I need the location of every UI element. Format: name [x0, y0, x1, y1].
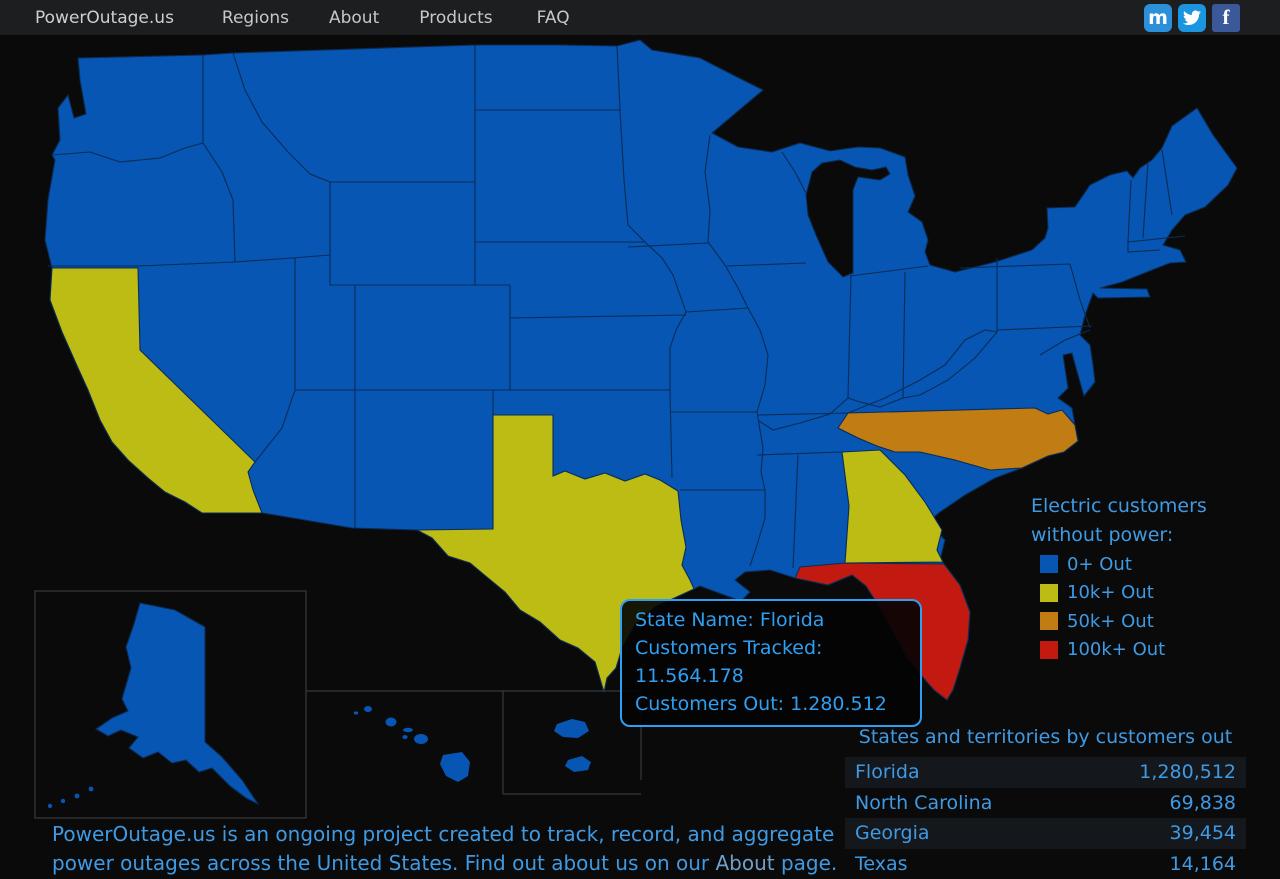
legend-title-line1: Electric customers: [1031, 492, 1207, 521]
legend-label: 50k+ Out: [1067, 611, 1154, 632]
legend-swatch-red: [1040, 641, 1058, 659]
footer-line2-text: power outages across the United States. …: [52, 851, 715, 875]
mastodon-icon[interactable]: m: [1144, 4, 1172, 32]
legend-item-100k: 100k+ Out: [1031, 636, 1207, 665]
outage-table: States and territories by customers out …: [845, 722, 1246, 879]
footer-line1: PowerOutage.us is an ongoing project cre…: [52, 820, 837, 849]
table-title: States and territories by customers out: [845, 722, 1246, 757]
legend-swatch-blue: [1040, 555, 1058, 573]
nav-bar: PowerOutage.us Regions About Products FA…: [0, 0, 1280, 35]
about-link[interactable]: About: [715, 851, 774, 875]
table-row-north-carolina: North Carolina 69,838: [845, 788, 1246, 819]
legend-item-10k: 10k+ Out: [1031, 579, 1207, 608]
nav-item-about[interactable]: About: [329, 8, 379, 28]
state-name-cell: Georgia: [855, 822, 930, 844]
legend-label: 100k+ Out: [1067, 639, 1165, 660]
legend-swatch-yellow: [1040, 584, 1058, 602]
nav-item-regions[interactable]: Regions: [222, 8, 289, 28]
customers-out-cell: 39,454: [1170, 822, 1236, 844]
state-hawaii[interactable]: [354, 706, 470, 782]
table-row-georgia: Georgia 39,454: [845, 818, 1246, 849]
state-alaska[interactable]: [48, 603, 258, 808]
legend-swatch-orange: [1040, 612, 1058, 630]
facebook-icon[interactable]: f: [1212, 4, 1240, 32]
territory-puerto-rico[interactable]: [554, 719, 591, 772]
nav-item-faq[interactable]: FAQ: [537, 8, 570, 28]
legend-label: 10k+ Out: [1067, 582, 1154, 603]
footer-line2-suffix: page.: [775, 851, 838, 875]
legend-item-50k: 50k+ Out: [1031, 607, 1207, 636]
footer-description: PowerOutage.us is an ongoing project cre…: [52, 820, 837, 878]
outage-legend: Electric customers without power: 0+ Out…: [1031, 492, 1207, 664]
legend-item-0plus: 0+ Out: [1031, 550, 1207, 579]
twitter-icon[interactable]: [1178, 4, 1206, 32]
tooltip-customers-tracked: Customers Tracked: 11.564.178: [635, 634, 907, 690]
twitter-bird-icon: [1183, 10, 1201, 26]
map-tooltip: State Name: Florida Customers Tracked: 1…: [620, 599, 922, 727]
customers-out-cell: 1,280,512: [1139, 761, 1236, 783]
nav-item-products[interactable]: Products: [419, 8, 492, 28]
social-links: m f: [1144, 4, 1240, 32]
state-name-cell: Florida: [855, 761, 920, 783]
legend-label: 0+ Out: [1067, 554, 1132, 575]
tooltip-customers-out: Customers Out: 1.280.512: [635, 690, 907, 718]
table-row-texas: Texas 14,164: [845, 849, 1246, 879]
state-name-cell: Texas: [855, 853, 908, 875]
brand-logo[interactable]: PowerOutage.us: [35, 8, 174, 28]
customers-out-cell: 14,164: [1170, 853, 1236, 875]
legend-title-line2: without power:: [1031, 521, 1207, 550]
customers-out-cell: 69,838: [1170, 792, 1236, 814]
table-row-florida: Florida 1,280,512: [845, 757, 1246, 788]
footer-line2: power outages across the United States. …: [52, 849, 837, 878]
tooltip-state-name: State Name: Florida: [635, 606, 907, 634]
state-name-cell: North Carolina: [855, 792, 992, 814]
hawaii-inset-box: [306, 691, 641, 794]
